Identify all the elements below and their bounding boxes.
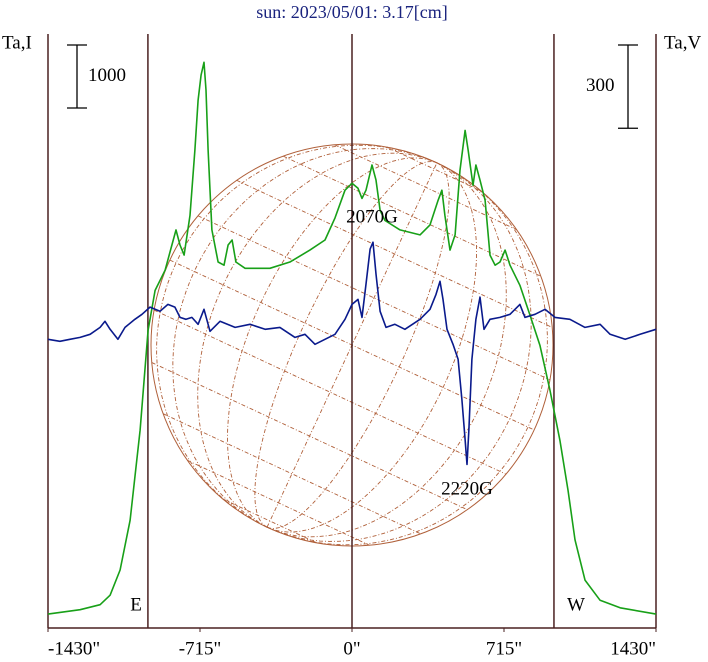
- y-axis-label: Ta,I: [2, 32, 32, 53]
- y2-axis-label: Ta,V: [664, 32, 701, 53]
- grid-arc: [151, 362, 468, 511]
- series-line: [47, 61, 657, 615]
- grid-arc: [153, 309, 507, 475]
- grid-arc: [266, 162, 548, 546]
- grid-arc: [156, 144, 438, 528]
- grid-arc: [197, 215, 551, 381]
- x-tick-label: -1430": [48, 638, 100, 659]
- scale-label: 1000: [88, 65, 126, 86]
- grid-arc: [334, 144, 517, 231]
- chart-title: sun: 2023/05/01: 3.17[cm]: [256, 2, 448, 22]
- grid-arc: [236, 179, 553, 328]
- series-line: [47, 241, 657, 466]
- grid-arc: [283, 155, 542, 277]
- x-tick-label: 715": [486, 638, 522, 659]
- x-tick-label: 0": [343, 638, 360, 659]
- annotation: 2070G: [346, 206, 398, 227]
- limb-label: W: [567, 594, 585, 615]
- grid-arc: [187, 459, 370, 546]
- annotation: 2220G: [441, 478, 493, 499]
- scale-label: 300: [586, 75, 615, 96]
- grid-arc: [172, 148, 438, 528]
- grid-arc: [266, 162, 477, 533]
- grid-arc: [222, 498, 318, 544]
- x-tick-label: -715": [179, 638, 222, 659]
- grid-arc: [162, 413, 421, 535]
- limb-label: E: [130, 594, 142, 615]
- x-tick-label: 1430": [610, 638, 656, 659]
- grid-arc: [386, 146, 482, 192]
